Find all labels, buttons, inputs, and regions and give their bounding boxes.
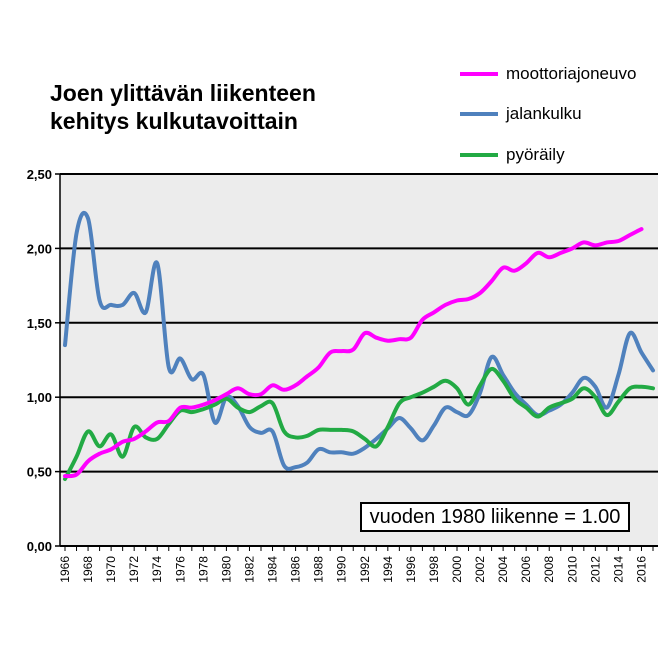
- legend-label-jalankulku: jalankulku: [506, 104, 582, 123]
- y-tick-label-4: 2,00: [27, 241, 52, 256]
- legend-item-pyoraily: pyöräily: [460, 143, 565, 167]
- x-tick-label-1996: 1996: [404, 556, 418, 583]
- annotation-box: vuoden 1980 liikenne = 1.00: [360, 502, 630, 532]
- x-tick-label-2016: 2016: [634, 556, 648, 583]
- legend-swatch-jalankulku: [460, 112, 498, 116]
- x-tick-label-1968: 1968: [81, 556, 95, 583]
- legend-swatch-pyoraily: [460, 153, 498, 157]
- x-tick-label-1974: 1974: [150, 556, 164, 583]
- y-tick-label-5: 2,50: [27, 167, 52, 182]
- x-tick-label-1984: 1984: [266, 556, 280, 583]
- x-tick-label-2006: 2006: [519, 556, 533, 583]
- y-tick-label-3: 1,50: [27, 316, 52, 331]
- plot-background: [60, 174, 658, 546]
- x-tick-label-2004: 2004: [496, 556, 510, 583]
- chart-title-line-1: Joen ylittävän liikenteen: [50, 80, 316, 106]
- x-tick-label-1990: 1990: [335, 556, 349, 583]
- x-tick-label-2014: 2014: [611, 556, 625, 583]
- x-tick-label-1992: 1992: [358, 556, 372, 583]
- x-tick-label-1976: 1976: [173, 556, 187, 583]
- x-tick-label-1988: 1988: [312, 556, 326, 583]
- legend-swatch-moottoriajoneuvo: [460, 72, 498, 76]
- x-tick-label-1986: 1986: [289, 556, 303, 583]
- x-tick-label-2012: 2012: [588, 556, 602, 583]
- y-tick-label-2: 1,00: [27, 390, 52, 405]
- x-tick-label-1978: 1978: [196, 556, 210, 583]
- x-tick-label-1982: 1982: [242, 556, 256, 583]
- series-line-jalankulku: [63, 210, 655, 471]
- x-tick-label-1972: 1972: [127, 556, 141, 583]
- x-tick-label-1966: 1966: [58, 556, 72, 583]
- x-tick-label-1998: 1998: [427, 556, 441, 583]
- series-line-pyoraily: [63, 366, 655, 481]
- x-tick-label-2000: 2000: [450, 556, 464, 583]
- x-tick-label-1994: 1994: [381, 556, 395, 583]
- x-tick-label-2008: 2008: [542, 556, 556, 583]
- legend-label-pyoraily: pyöräily: [506, 145, 565, 164]
- x-tick-label-1970: 1970: [104, 556, 118, 583]
- y-tick-label-0: 0,00: [27, 539, 52, 554]
- chart-title-line-2: kehitys kulkutavoittain: [50, 108, 298, 134]
- x-tick-label-2002: 2002: [473, 556, 487, 583]
- legend-label-moottoriajoneuvo: moottoriajoneuvo: [506, 64, 637, 83]
- y-tick-label-1: 0,50: [27, 465, 52, 480]
- series-line-moottoriajoneuvo: [63, 227, 644, 479]
- x-tick-label-1980: 1980: [219, 556, 233, 583]
- legend-item-jalankulku: jalankulku: [460, 102, 582, 126]
- legend-item-moottoriajoneuvo: moottoriajoneuvo: [460, 62, 636, 86]
- x-tick-label-2010: 2010: [565, 556, 579, 583]
